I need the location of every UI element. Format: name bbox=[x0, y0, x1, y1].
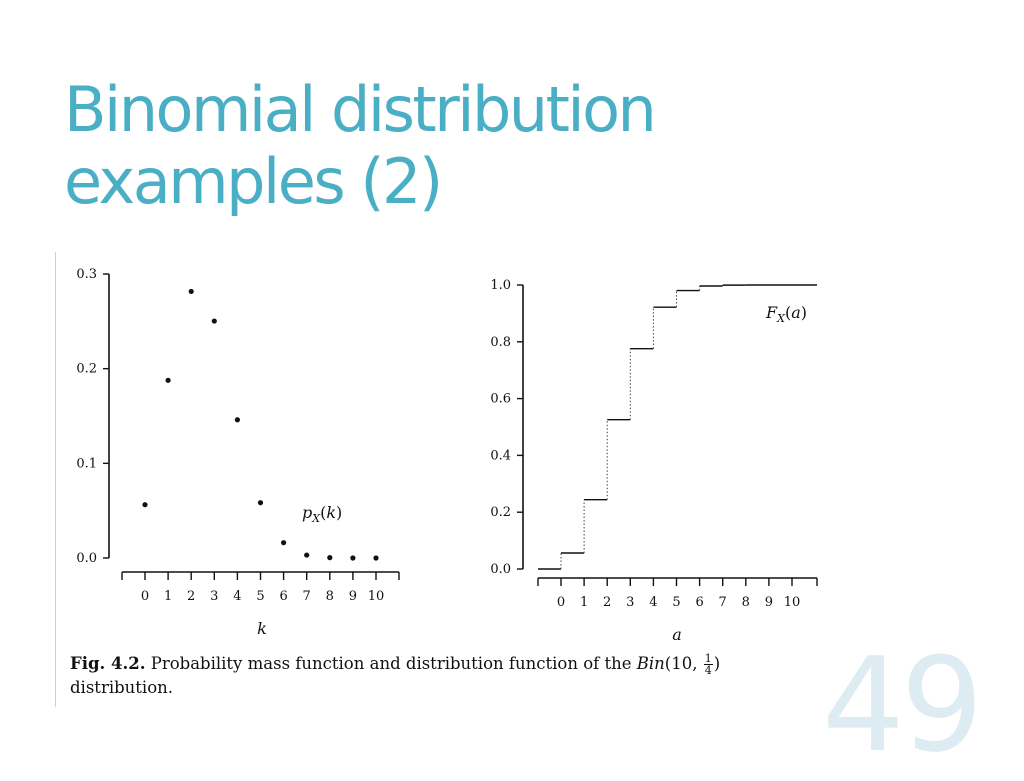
pmf-x-tick-label: 9 bbox=[349, 589, 357, 604]
pmf-point bbox=[257, 500, 264, 506]
cdf-x-tick-label: 10 bbox=[784, 595, 801, 610]
caption-line-2: distribution. bbox=[70, 678, 174, 697]
figure bbox=[55, 252, 831, 707]
pmf-x-tick-label: 1 bbox=[164, 589, 172, 604]
pmf-y-tick-label: 0.0 bbox=[76, 551, 97, 566]
slide-number: 49 bbox=[822, 629, 983, 781]
cdf-x-tick-label: 6 bbox=[695, 595, 703, 610]
cdf-x-tick-label: 2 bbox=[603, 595, 611, 610]
cdf-y-tick-label: 0.2 bbox=[490, 505, 511, 520]
cdf-x-tick-label: 0 bbox=[557, 595, 565, 610]
pmf-y-tick-label: 0.3 bbox=[76, 267, 97, 282]
caption-dist-name: Bin bbox=[636, 654, 665, 673]
caption-frac-num: 1 bbox=[703, 652, 713, 665]
cdf-x-tick-label: 8 bbox=[742, 595, 750, 610]
slide-title: Binomial distribution examples (2) bbox=[64, 74, 884, 218]
pmf-x-tick-label: 3 bbox=[210, 589, 218, 604]
cdf-x-tick-label: 1 bbox=[580, 595, 588, 610]
pmf-x-tick-label: 5 bbox=[256, 589, 264, 604]
cdf-series-label: FX(a) bbox=[765, 303, 807, 325]
cdf-x-tick-label: 9 bbox=[765, 595, 773, 610]
caption-dist-params: (10, bbox=[664, 654, 703, 673]
pmf-x-tick-label: 2 bbox=[187, 589, 195, 604]
pmf-point bbox=[165, 377, 171, 383]
cdf-y-tick-label: 0.6 bbox=[490, 392, 511, 407]
cdf-x-tick-label: 3 bbox=[626, 595, 634, 610]
title-line-2: examples (2) bbox=[64, 145, 443, 218]
pmf-point bbox=[281, 540, 287, 546]
cdf-y-tick-label: 0.4 bbox=[490, 448, 511, 463]
pmf-point bbox=[304, 552, 310, 558]
pmf-series-label: pX(k) bbox=[302, 503, 342, 525]
pmf-point bbox=[350, 555, 356, 561]
cdf-y-tick-label: 0.0 bbox=[490, 562, 511, 577]
pmf-y-tick-label: 0.1 bbox=[76, 456, 97, 471]
pmf-point bbox=[188, 288, 194, 295]
caption-close: ) bbox=[713, 654, 721, 673]
pmf-point bbox=[327, 555, 333, 561]
caption-text: Probability mass function and distributi… bbox=[145, 654, 637, 673]
pmf-chart: 0.0 0.1 0.2 0.3 0 1 2 3 4 5 6 7 8 9 10 k pX(k) bbox=[76, 267, 400, 638]
cdf-chart: 0.0 0.2 0.4 0.6 0.8 1.0 0 1 2 3 4 5 6 7 8 9 10 a FX(a) bbox=[490, 278, 818, 644]
pmf-point bbox=[211, 318, 217, 324]
cdf-x-tick-label: 4 bbox=[649, 595, 657, 610]
cdf-y-tick-label: 0.8 bbox=[490, 335, 511, 350]
cdf-x-tick-label: 7 bbox=[719, 595, 727, 610]
cdf-y-tick-label: 1.0 bbox=[490, 278, 511, 293]
title-line-1: Binomial distribution bbox=[64, 73, 657, 146]
pmf-point bbox=[234, 417, 240, 423]
pmf-x-tick-label: 10 bbox=[368, 589, 385, 604]
caption-fig-label: Fig. 4.2. bbox=[70, 654, 146, 673]
pmf-y-tick-label: 0.2 bbox=[76, 362, 97, 377]
pmf-point bbox=[142, 502, 148, 508]
cdf-x-label: a bbox=[672, 625, 682, 644]
pmf-point bbox=[373, 555, 379, 561]
cdf-x-tick-label: 5 bbox=[672, 595, 680, 610]
pmf-x-label: k bbox=[257, 619, 267, 638]
figure-caption: Fig. 4.2. Probability mass function and … bbox=[70, 652, 830, 700]
caption-frac-den: 4 bbox=[704, 664, 712, 677]
pmf-x-tick-label: 0 bbox=[141, 589, 149, 604]
pmf-x-tick-label: 4 bbox=[233, 589, 241, 604]
pmf-x-tick-label: 6 bbox=[279, 589, 287, 604]
pmf-x-tick-label: 8 bbox=[326, 589, 334, 604]
pmf-x-tick-label: 7 bbox=[303, 589, 311, 604]
